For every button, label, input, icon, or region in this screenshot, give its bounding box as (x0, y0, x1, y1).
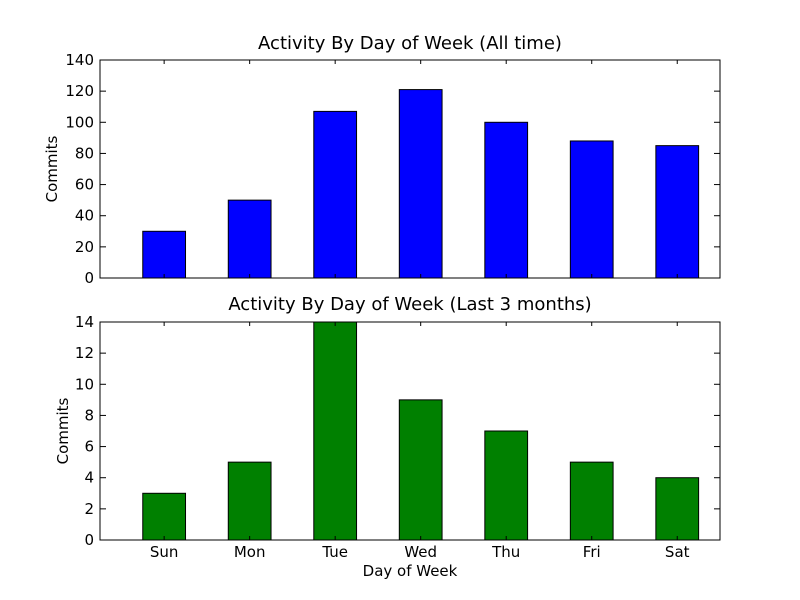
bar-sun (142, 492, 187, 541)
y-tick-label: 100 (65, 113, 94, 131)
y-tick-label: 0 (84, 531, 94, 549)
y-tick-label: 40 (75, 207, 94, 225)
y-tick-label: 14 (75, 313, 94, 331)
y-axis-label: Commits (54, 397, 72, 464)
bar-thu (484, 430, 529, 541)
x-ticks (163, 60, 678, 278)
bar-mon (227, 461, 272, 541)
y-tick-label: 10 (75, 375, 94, 393)
bars (142, 321, 700, 541)
x-tick-label: Mon (234, 543, 266, 561)
y-tick-label: 6 (84, 438, 94, 456)
y-tick-label: 120 (65, 82, 94, 100)
y-tick-label: 20 (75, 238, 94, 256)
bar-thu (484, 121, 529, 279)
chart-title: Activity By Day of Week (Last 3 months) (228, 294, 591, 315)
bar-wed (398, 89, 443, 279)
plot-frame (99, 59, 721, 279)
bar-fri (569, 140, 614, 279)
bar-wed (398, 399, 443, 541)
y-axis-label: Commits (43, 135, 61, 202)
y-tick-label: 2 (84, 500, 94, 518)
x-tick-label: Wed (404, 543, 437, 561)
x-ticks: Sun Mon Tue Wed Thu Fri Sat (150, 322, 690, 561)
y-tick-label: 140 (65, 51, 94, 69)
chart-title: Activity By Day of Week (All time) (258, 33, 562, 54)
chart-all-time: Activity By Day of Week (All time) Commi… (43, 33, 721, 287)
y-tick-label: 0 (84, 269, 94, 287)
bar-sat (655, 145, 700, 279)
y-tick-label: 12 (75, 344, 94, 362)
y-tick-label: 80 (75, 144, 94, 162)
bar-tue (313, 321, 358, 541)
y-ticks: 0 2 4 6 8 10 12 14 (75, 313, 720, 549)
bar-tue (313, 110, 358, 279)
bar-sun (142, 230, 187, 279)
plot-frame (99, 321, 721, 541)
chart-last-3-months: Activity By Day of Week (Last 3 months) … (54, 294, 721, 580)
x-tick-label: Thu (491, 543, 520, 561)
x-tick-label: Tue (321, 543, 348, 561)
y-ticks: 0 20 40 60 80 100 120 140 (65, 51, 720, 287)
bar-sat (655, 477, 700, 541)
bar-mon (227, 199, 272, 279)
x-tick-label: Sat (665, 543, 690, 561)
bar-fri (569, 461, 614, 541)
y-tick-label: 8 (84, 406, 94, 424)
x-tick-label: Fri (583, 543, 601, 561)
y-tick-label: 4 (84, 469, 94, 487)
x-axis-label: Day of Week (363, 562, 458, 580)
bars (142, 89, 700, 279)
y-tick-label: 60 (75, 176, 94, 194)
x-tick-label: Sun (150, 543, 179, 561)
